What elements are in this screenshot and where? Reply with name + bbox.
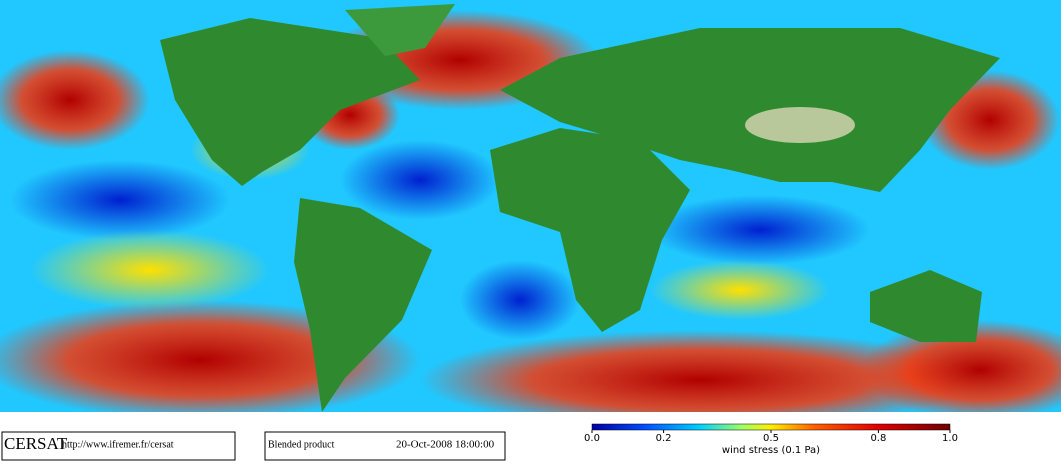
date: 20-Oct-2008 18:00:00 bbox=[396, 439, 495, 451]
colorbar-tick-label: 0.2 bbox=[656, 433, 672, 444]
colorbar-label: wind stress (0.1 Pa) bbox=[722, 445, 820, 456]
colorbar-tick-label: 0.5 bbox=[763, 433, 779, 444]
info-box bbox=[264, 431, 506, 461]
colorbar-tick-label: 0.8 bbox=[870, 433, 886, 444]
colorbar-tick-label: 1.0 bbox=[942, 433, 958, 444]
colorbar-ramp bbox=[591, 423, 951, 431]
logo: CERSAT bbox=[4, 434, 68, 453]
land bbox=[160, 4, 1000, 412]
product: Blended product bbox=[268, 439, 335, 450]
url: http://www.ifremer.fr/cersat bbox=[62, 439, 174, 450]
info-box bbox=[1, 431, 236, 461]
colorbar-tick-label: 0.0 bbox=[584, 433, 600, 444]
footer: CERSAT http://www.ifremer.fr/cersat Blen… bbox=[1, 431, 506, 461]
